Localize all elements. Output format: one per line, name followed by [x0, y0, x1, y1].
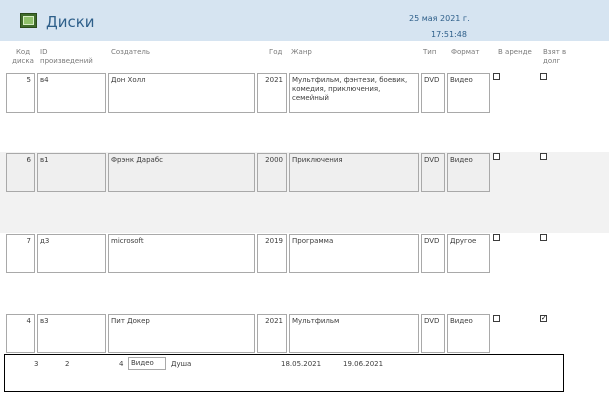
- year-field[interactable]: 2000: [257, 153, 287, 192]
- record-row: 5 в4 Дон Холл 2021 Мультфильм, фэнтези, …: [0, 72, 609, 152]
- taken-checkbox[interactable]: [540, 234, 547, 241]
- work-id-field[interactable]: в1: [37, 153, 106, 192]
- column-header-work-id: ID произведений: [40, 48, 93, 65]
- work-id-field[interactable]: в4: [37, 73, 106, 113]
- column-header-taken: Взят в долг: [543, 48, 567, 65]
- subform-name: Душа: [171, 360, 192, 368]
- type-field[interactable]: DVD: [421, 234, 445, 273]
- column-header-type: Тип: [423, 48, 437, 56]
- subform-date-to: 19.06.2021: [343, 360, 384, 368]
- disc-code-field[interactable]: 4: [6, 314, 35, 353]
- type-field[interactable]: DVD: [421, 314, 445, 353]
- year-field[interactable]: 2021: [257, 73, 287, 113]
- subform-value-1: 3: [34, 360, 39, 368]
- disc-code-field[interactable]: 7: [6, 234, 35, 273]
- form-icon: [20, 13, 37, 28]
- genre-field[interactable]: Приключения: [289, 153, 419, 192]
- type-field[interactable]: DVD: [421, 153, 445, 192]
- current-date: 25 мая 2021 г.: [409, 14, 470, 23]
- genre-field[interactable]: Программа: [289, 234, 419, 273]
- subform-date-from: 18.05.2021: [281, 360, 322, 368]
- rented-checkbox[interactable]: [493, 234, 500, 241]
- creator-field[interactable]: Пит Докер: [108, 314, 255, 353]
- disc-code-field[interactable]: 6: [6, 153, 35, 192]
- form-header: Диски 25 мая 2021 г. 17:51:48: [0, 0, 609, 41]
- subform-format-field[interactable]: Видео: [128, 357, 166, 370]
- column-header-rented: В аренде: [498, 48, 532, 56]
- column-header-genre: Жанр: [291, 48, 312, 56]
- subform-value-3: 4: [119, 360, 124, 368]
- work-id-field[interactable]: д3: [37, 234, 106, 273]
- genre-field[interactable]: Мультфильм, фэнтези, боевик, комедия, пр…: [289, 73, 419, 113]
- year-field[interactable]: 2021: [257, 314, 287, 353]
- taken-checkbox[interactable]: ✓: [540, 314, 547, 322]
- genre-field[interactable]: Мультфильм: [289, 314, 419, 353]
- column-header-year: Год: [269, 48, 283, 56]
- column-header-code: Код диска: [12, 48, 34, 65]
- form-title: Диски: [46, 13, 95, 31]
- year-field[interactable]: 2019: [257, 234, 287, 273]
- work-id-field[interactable]: в3: [37, 314, 106, 353]
- rented-checkbox[interactable]: [493, 153, 500, 160]
- creator-field[interactable]: Фрэнк Дарабс: [108, 153, 255, 192]
- type-field[interactable]: DVD: [421, 73, 445, 113]
- rented-checkbox[interactable]: [493, 73, 500, 80]
- column-header-format: Формат: [451, 48, 480, 56]
- record-row: 6 в1 Фрэнк Дарабс 2000 Приключения DVD В…: [0, 152, 609, 233]
- taken-checkbox[interactable]: [540, 153, 547, 160]
- record-row: 7 д3 microsoft 2019 Программа DVD Другое: [0, 233, 609, 313]
- taken-checkbox[interactable]: [540, 73, 547, 80]
- column-header-creator: Создатель: [111, 48, 151, 56]
- format-field[interactable]: Другое: [447, 234, 490, 273]
- rental-subform: 3 2 4 Видео Душа 18.05.2021 19.06.2021: [4, 354, 564, 392]
- subform-value-2: 2: [65, 360, 70, 368]
- format-field[interactable]: Видео: [447, 73, 490, 113]
- rented-checkbox[interactable]: [493, 315, 500, 322]
- disc-code-field[interactable]: 5: [6, 73, 35, 113]
- current-time: 17:51:48: [431, 30, 467, 39]
- format-field[interactable]: Видео: [447, 314, 490, 353]
- creator-field[interactable]: microsoft: [108, 234, 255, 273]
- creator-field[interactable]: Дон Холл: [108, 73, 255, 113]
- record-row: 4 в3 Пит Докер 2021 Мультфильм DVD Видео…: [0, 313, 609, 353]
- format-field[interactable]: Видео: [447, 153, 490, 192]
